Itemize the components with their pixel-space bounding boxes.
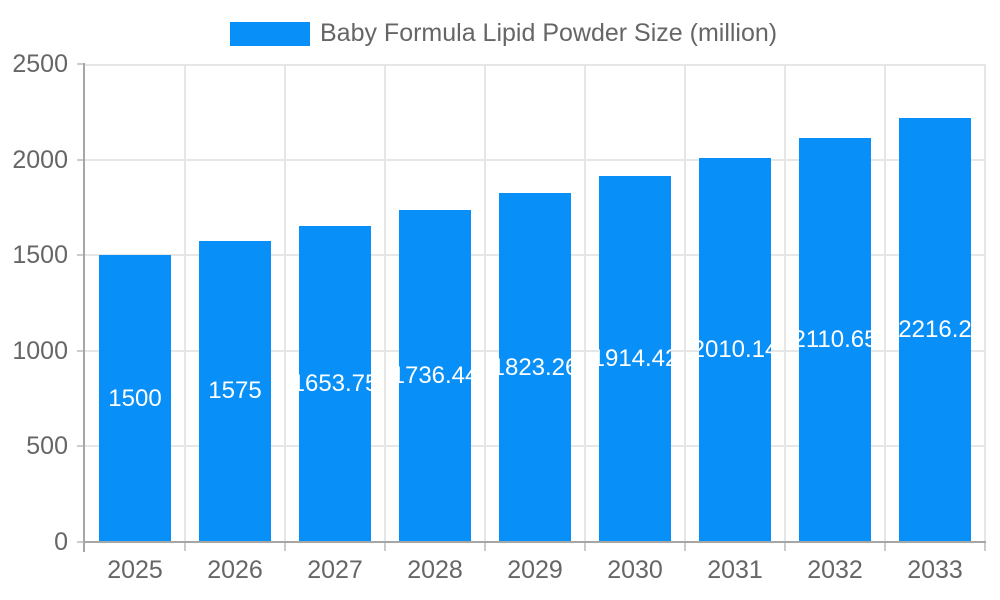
y-gridline (85, 158, 985, 161)
x-gridline (984, 64, 986, 542)
y-tick-label: 0 (54, 528, 68, 556)
x-gridline (184, 64, 186, 542)
bar-value-label: 1500 (108, 384, 162, 412)
bar-value-label: 1914.42 (599, 344, 671, 372)
x-tick-mark (184, 543, 186, 551)
x-tick-mark (884, 543, 886, 551)
x-gridline (884, 64, 886, 542)
bar-value-label: 1823.26 (499, 353, 571, 381)
bar-2031[interactable]: 2010.14 (699, 157, 771, 542)
y-tick-mark (77, 541, 85, 543)
y-tick-label: 2500 (12, 50, 68, 78)
y-tick-label: 1000 (12, 336, 68, 365)
legend-label: Baby Formula Lipid Powder Size (million) (320, 19, 778, 47)
bar-value-label: 2010.14 (699, 335, 771, 363)
bar-value-label: 2110.65 (799, 326, 871, 354)
x-tick-mark (384, 543, 386, 551)
bar-2029[interactable]: 1823.26 (499, 193, 571, 542)
x-tick-label: 2026 (207, 556, 263, 584)
x-tick-mark (784, 543, 786, 551)
x-tick-label: 2032 (807, 556, 863, 584)
y-axis-line (83, 63, 85, 552)
bar-2028[interactable]: 1736.44 (399, 209, 471, 542)
y-tick-label: 500 (26, 432, 68, 461)
x-tick-mark (284, 543, 286, 551)
y-tick-label: 1500 (12, 241, 68, 270)
bar-2025[interactable]: 1500 (99, 255, 171, 542)
bar-2030[interactable]: 1914.42 (599, 175, 671, 542)
x-axis-line (83, 541, 986, 543)
x-gridline (484, 64, 486, 542)
x-tick-label: 2029 (507, 556, 563, 584)
x-gridline (284, 64, 286, 542)
y-tick-mark (77, 254, 85, 257)
y-tick-mark (77, 445, 85, 448)
x-tick-mark (484, 543, 486, 551)
bar-value-label: 1653.75 (299, 369, 371, 397)
x-tick-mark (584, 543, 586, 551)
x-gridline (384, 64, 386, 542)
x-tick-label: 2033 (907, 556, 963, 584)
bar-value-label: 1736.44 (399, 361, 471, 389)
legend[interactable]: Baby Formula Lipid Powder Size (million) (230, 19, 777, 48)
bar-2027[interactable]: 1653.75 (299, 225, 371, 542)
x-gridline (784, 64, 786, 542)
x-gridline (584, 64, 586, 542)
x-tick-mark (684, 543, 686, 551)
y-tick-mark (77, 63, 85, 65)
x-tick-label: 2030 (607, 556, 663, 584)
bar-2026[interactable]: 1575 (199, 240, 271, 542)
legend-swatch (230, 21, 310, 46)
x-tick-label: 2031 (707, 556, 763, 584)
x-tick-label: 2027 (307, 556, 363, 584)
bar-value-label: 1575 (208, 377, 262, 405)
x-tick-mark (984, 543, 986, 551)
bar-value-label: 2216.2 (899, 316, 971, 344)
y-gridline (85, 64, 985, 66)
bar-2033[interactable]: 2216.2 (899, 118, 971, 542)
bar-2032[interactable]: 2110.65 (799, 138, 871, 542)
y-tick-mark (77, 158, 85, 161)
x-tick-label: 2028 (407, 556, 463, 584)
y-tick-mark (77, 349, 85, 352)
x-tick-label: 2025 (107, 556, 163, 584)
y-tick-label: 2000 (12, 145, 68, 174)
x-gridline (684, 64, 686, 542)
plot-area: 1500 1575 1653.75 1736.44 1823.26 1914.42 2010… (85, 64, 986, 542)
